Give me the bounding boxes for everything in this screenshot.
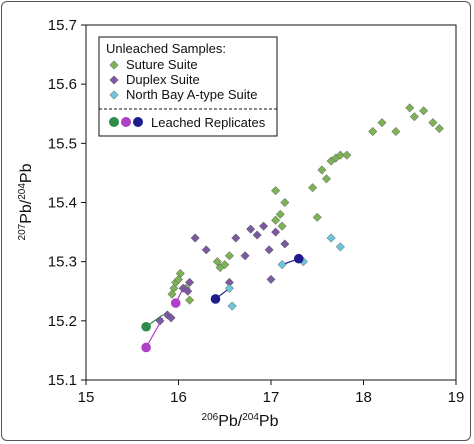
suture-suite-point [224, 251, 234, 261]
x-tick-label: 19 [448, 389, 465, 406]
north-bay-a-type-suite-point [277, 260, 287, 270]
duplex-suite-point [271, 227, 281, 237]
leached-replicate-point [141, 342, 151, 353]
suture-suite-point [368, 126, 378, 137]
duplex-suite-point [201, 245, 211, 255]
suture-suite-point [419, 106, 429, 116]
duplex-suite-point [190, 233, 200, 243]
legend-leached-marker [109, 117, 119, 127]
y-tick-label: 15.2 [48, 313, 77, 330]
suture-suite-point [271, 215, 281, 225]
suture-suite-point [271, 186, 281, 196]
suture-suite-point [277, 221, 287, 231]
suture-suite-point [434, 123, 444, 134]
suture-suite-point [275, 209, 285, 219]
replicate-links [145, 258, 299, 348]
suture-suite-point [167, 289, 177, 299]
duplex-suite-point [185, 277, 195, 287]
y-tick-label: 15.7 [48, 17, 77, 34]
legend-entry-label: Duplex Suite [126, 72, 200, 87]
y-tick-label: 15.3 [48, 254, 77, 271]
suture-suite-point [308, 183, 318, 193]
duplex-suite-point [259, 221, 269, 231]
axis-ticks: 15 16 17 18 19 15.1 15.2 15.3 15.4 15.5 15.6 15.7 [48, 17, 465, 406]
suture-suite-point [409, 112, 419, 122]
suture-suite-point [428, 118, 438, 128]
x-tick-label: 15 [78, 389, 95, 406]
y-label-base1: Pb/ [18, 199, 35, 224]
duplex-suite-point [231, 233, 241, 243]
y-label-sup2: 204 [17, 183, 28, 200]
suture-suite-point [212, 257, 222, 267]
y-axis-label: 207Pb/204Pb [17, 163, 35, 240]
suture-suite-point [391, 126, 401, 137]
data-marks [141, 103, 444, 353]
north-bay-a-type-suite-point [326, 233, 336, 243]
suture-suite-point [317, 165, 327, 175]
suture-suite-point [321, 174, 332, 184]
legend-leached-label: Leached Replicates [151, 115, 266, 130]
suture-suite-point [377, 118, 387, 128]
suture-suite-point [312, 212, 322, 222]
x-tick-label: 18 [355, 389, 372, 406]
suture-suite-point [405, 103, 415, 113]
leached-replicate-point [210, 294, 221, 304]
y-tick-label: 15.6 [48, 76, 77, 93]
suture-suite-point [342, 150, 352, 160]
duplex-suite-point [246, 224, 256, 234]
legend-marker [109, 60, 119, 70]
leached-replicate-point [170, 298, 181, 308]
x-tick-label: 16 [170, 389, 187, 406]
suture-suite-point [220, 260, 230, 270]
x-label-base1: Pb/ [218, 413, 243, 430]
y-label-base2: Pb [18, 163, 35, 183]
suture-suite-point [335, 150, 345, 160]
duplex-suite-point [280, 239, 290, 249]
north-bay-a-type-suite-point [335, 242, 345, 252]
legend-entry-label: North Bay A-type Suite [126, 87, 258, 102]
x-label-sup2: 204 [242, 412, 259, 423]
legend-leached-markers [109, 117, 143, 127]
leached-replicate-point [141, 321, 151, 332]
y-label-sup1: 207 [17, 223, 28, 240]
north-bay-a-type-suite-point [227, 301, 237, 311]
duplex-suite-point [266, 274, 276, 284]
suture-suite-point [173, 274, 184, 284]
duplex-suite-point [178, 283, 188, 293]
suture-suite-point [185, 295, 195, 305]
legend-leached-marker [133, 117, 143, 127]
duplex-suite-point [166, 313, 176, 323]
y-tick-label: 15.1 [48, 372, 77, 389]
legend-marker [109, 90, 119, 100]
legend-header: Unleached Samples: [106, 41, 226, 56]
legend-leached-marker [121, 117, 131, 127]
x-tick-label: 17 [263, 389, 280, 406]
duplex-suite-point [252, 230, 262, 240]
duplex-suite-point [155, 316, 165, 326]
y-tick-label: 15.5 [48, 135, 77, 152]
legend-marker [109, 75, 119, 85]
duplex-suite-point [240, 251, 250, 261]
x-axis-label: 206Pb/204Pb [202, 412, 279, 430]
x-label-base2: Pb [259, 413, 279, 430]
suture-suite-point [280, 197, 290, 208]
north-bay-a-type-suite-point [224, 283, 234, 293]
duplex-suite-point [264, 245, 274, 255]
leached-replicate-point [293, 253, 304, 264]
duplex-suite-point [183, 286, 193, 296]
y-tick-label: 15.4 [48, 195, 77, 212]
legend-entry-label: Suture Suite [126, 57, 198, 72]
x-label-sup1: 206 [202, 412, 219, 423]
